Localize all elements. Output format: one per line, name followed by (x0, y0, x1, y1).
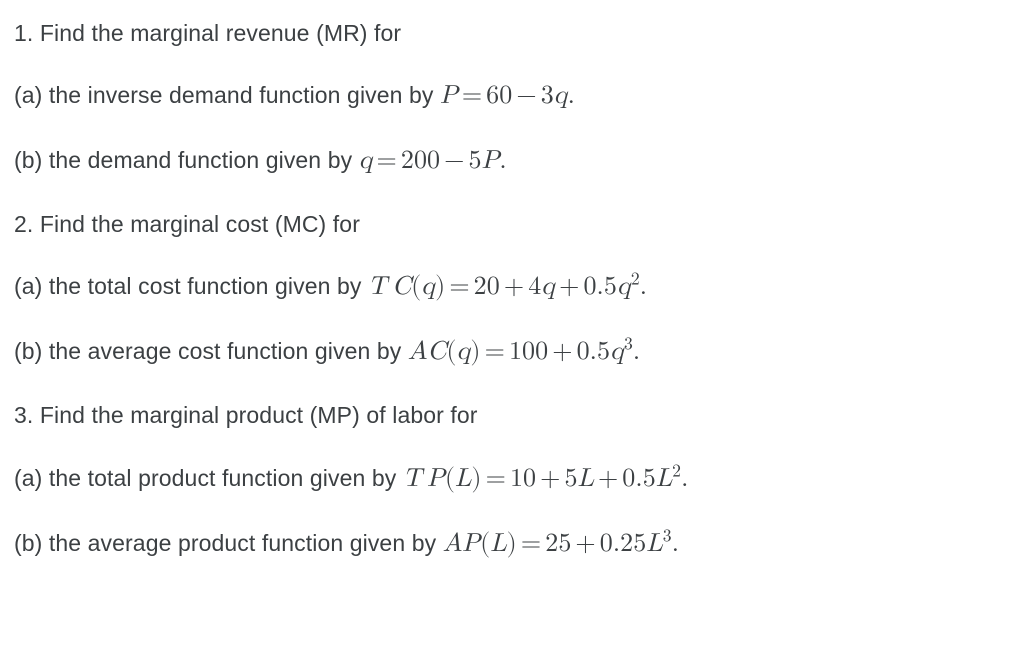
rparen: ) (435, 274, 445, 300)
q1-prompt: 1. Find the marginal revenue (MR) for (14, 18, 996, 49)
var-L: L (455, 466, 471, 492)
op-eq: = (482, 462, 510, 497)
num-05: 0.5 (583, 274, 617, 300)
var-q: q (359, 148, 373, 174)
fn-TC: T C (368, 274, 411, 300)
num-10: 10 (510, 466, 536, 492)
op-eq: = (517, 527, 545, 562)
exp-3: 3 (624, 337, 633, 354)
op-plus: + (571, 527, 599, 562)
num-5: 5 (564, 466, 577, 492)
q2b-math: AC(q)=100+0.5q3. (408, 339, 640, 365)
num-3: 3 (541, 83, 554, 109)
rparen: ) (507, 531, 517, 557)
q3a-lead: (a) the total product function given by (14, 465, 403, 491)
q1a-math: P=60−3q. (440, 83, 575, 109)
rparen: ) (471, 466, 481, 492)
fn-AP: AP (443, 531, 480, 557)
q3-prompt: 3. Find the marginal product (MP) of lab… (14, 400, 996, 431)
op-plus: + (594, 462, 622, 497)
num-05: 0.5 (622, 466, 656, 492)
fn-AC: AC (408, 339, 446, 365)
var-q: q (421, 274, 435, 300)
dot: . (640, 274, 647, 300)
var-L: L (490, 531, 506, 557)
num-100: 100 (509, 339, 548, 365)
q2a-lead: (a) the total cost function given by (14, 273, 368, 299)
q3b-lead: (b) the average product function given b… (14, 530, 443, 556)
op-plus: + (536, 462, 564, 497)
lparen: ( (445, 466, 455, 492)
var-L: L (656, 466, 672, 492)
q1b-math: q=200−5P. (359, 148, 507, 174)
var-q: q (541, 274, 555, 300)
q1a-line: (a) the inverse demand function given by… (14, 79, 996, 114)
q2a-line: (a) the total cost function given by T C… (14, 270, 996, 305)
exp-3: 3 (663, 528, 672, 545)
rparen: ) (470, 339, 480, 365)
q2-prompt: 2. Find the marginal cost (MC) for (14, 209, 996, 240)
q2a-math: T C(q)=20+4q+0.5q2. (368, 274, 647, 300)
op-plus: + (555, 270, 583, 305)
num-60: 60 (486, 83, 512, 109)
q1b-line: (b) the demand function given by q=200−5… (14, 144, 996, 179)
var-P: P (482, 148, 500, 174)
lparen: ( (480, 531, 490, 557)
dot: . (568, 83, 575, 109)
num-025: 0.25 (600, 531, 647, 557)
q2b-line: (b) the average cost function given by A… (14, 335, 996, 370)
op-minus: − (512, 79, 540, 114)
fn-TP: T P (403, 466, 445, 492)
q2b-lead: (b) the average cost function given by (14, 338, 408, 364)
num-4: 4 (528, 274, 541, 300)
op-plus: + (548, 335, 576, 370)
lparen: ( (446, 339, 456, 365)
op-eq: = (458, 79, 486, 114)
lparen: ( (411, 274, 421, 300)
exp-2: 2 (631, 272, 640, 289)
var-q: q (610, 339, 624, 365)
var-q: q (617, 274, 631, 300)
op-eq: = (373, 144, 401, 179)
num-25: 25 (545, 531, 571, 557)
dot: . (672, 531, 679, 557)
q3b-math: AP(L)=25+0.25L3. (443, 531, 679, 557)
q1b-lead: (b) the demand function given by (14, 147, 359, 173)
dot: . (633, 339, 640, 365)
exp-2: 2 (672, 463, 681, 480)
op-minus: − (440, 144, 468, 179)
dot: . (499, 148, 506, 174)
q3a-line: (a) the total product function given by … (14, 462, 996, 497)
var-L: L (646, 531, 662, 557)
op-eq: = (445, 270, 473, 305)
num-05: 0.5 (577, 339, 611, 365)
num-20: 20 (474, 274, 500, 300)
var-q: q (554, 83, 568, 109)
op-eq: = (481, 335, 509, 370)
document-page: 1. Find the marginal revenue (MR) for (a… (0, 0, 1010, 562)
num-5: 5 (468, 148, 481, 174)
num-200: 200 (401, 148, 440, 174)
q1a-lead: (a) the inverse demand function given by (14, 82, 440, 108)
var-L: L (578, 466, 594, 492)
var-P: P (440, 83, 458, 109)
q3a-math: T P(L)=10+5L+0.5L2. (403, 466, 689, 492)
var-q: q (457, 339, 471, 365)
q3b-line: (b) the average product function given b… (14, 527, 996, 562)
dot: . (681, 466, 688, 492)
op-plus: + (500, 270, 528, 305)
